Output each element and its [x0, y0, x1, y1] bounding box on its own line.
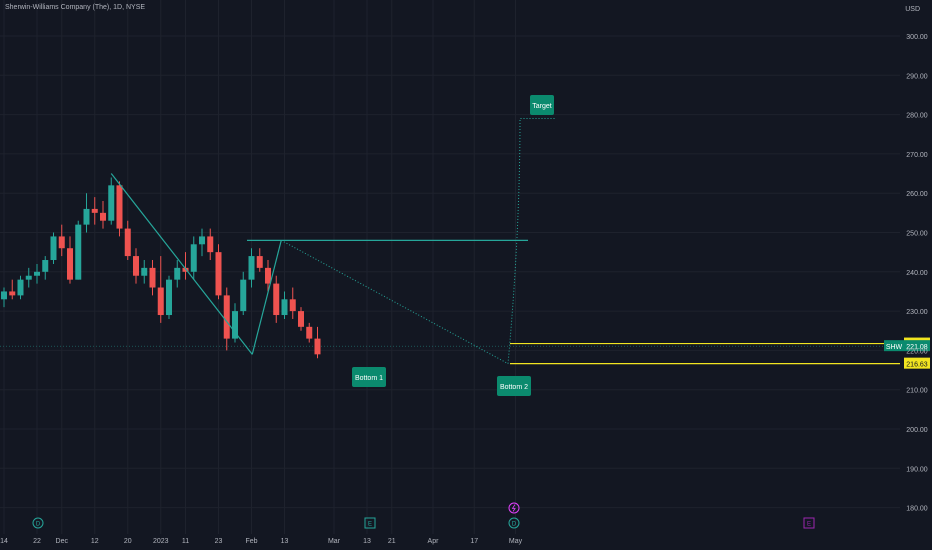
y-tick-label: 250.00 [906, 231, 928, 238]
candle-body[interactable] [1, 291, 7, 300]
candle-body[interactable] [100, 212, 106, 221]
candle-body[interactable] [289, 299, 296, 312]
y-tick-label: 300.00 [906, 34, 928, 41]
x-tick-label: Dec [56, 538, 69, 545]
x-tick-label: 11 [182, 538, 189, 545]
symbol-box [884, 340, 904, 352]
candle-body[interactable] [91, 208, 98, 213]
candle-body[interactable] [223, 295, 230, 339]
event-marker[interactable] [32, 517, 44, 529]
candle-body[interactable] [248, 256, 255, 280]
symbol-label: SHW [886, 344, 903, 351]
annotation-label: Bottom 1 [355, 375, 383, 382]
candle-body[interactable] [108, 185, 115, 221]
pattern-down-line [110, 173, 253, 355]
candle-body[interactable] [273, 283, 280, 316]
candle-body[interactable] [83, 208, 90, 225]
candle-body[interactable] [67, 248, 73, 280]
y-tick-label: 200.00 [906, 427, 928, 434]
x-tick-label: 21 [388, 538, 396, 545]
candle-body[interactable] [50, 236, 57, 261]
y-tick-label: 270.00 [906, 152, 928, 159]
candle-body[interactable] [240, 279, 247, 312]
y-tick-label: 230.00 [906, 309, 928, 316]
x-tick-label: 22 [33, 538, 41, 545]
y-tick-label: 180.00 [906, 506, 928, 513]
candle-body[interactable] [17, 279, 24, 296]
event-marker[interactable] [803, 517, 815, 529]
event-marker-label: D [36, 522, 41, 528]
split-marker[interactable] [508, 502, 520, 514]
x-tick-label: Apr [428, 538, 440, 545]
y-tick-label: 220.00 [906, 348, 928, 355]
event-marker-label: E [807, 522, 811, 528]
candle-body[interactable] [232, 311, 238, 339]
y-tick-label: 260.00 [906, 191, 928, 198]
candle-body[interactable] [9, 291, 16, 296]
chart-title: Sherwin-Williams Company (The), 1D, NYSE [5, 4, 146, 11]
annotation-label: Bottom 2 [500, 384, 528, 391]
candle-body[interactable] [124, 228, 131, 257]
x-tick-label: 13 [363, 538, 371, 545]
x-tick-label: 23 [215, 538, 223, 545]
candle-body[interactable] [207, 236, 214, 253]
candle-body[interactable] [314, 338, 321, 355]
x-tick-label: Feb [245, 538, 257, 545]
event-marker[interactable] [508, 517, 520, 529]
candle-body[interactable] [141, 267, 148, 276]
candle-body[interactable] [190, 244, 197, 272]
x-tick-label: 17 [470, 538, 478, 545]
level-label: 216.63 [906, 362, 928, 369]
candle-body[interactable] [133, 256, 139, 276]
pattern-up-line [251, 240, 282, 355]
y-tick-label: 290.00 [906, 73, 928, 80]
event-marker[interactable] [364, 517, 376, 529]
candle-body[interactable] [58, 236, 65, 249]
candle-body[interactable] [25, 275, 32, 280]
current-price-label: 221.08 [906, 344, 928, 351]
currency-label: USD [905, 6, 920, 13]
x-tick-label: May [509, 538, 523, 545]
level-label-box [904, 357, 930, 369]
x-tick-label: 14 [0, 538, 8, 545]
candle-body[interactable] [166, 279, 172, 316]
candle-body[interactable] [281, 299, 288, 316]
candle-body[interactable] [42, 260, 49, 272]
x-tick-label: 2023 [153, 538, 169, 545]
annotation-label: Target [532, 103, 552, 110]
y-tick-label: 210.00 [906, 388, 928, 395]
y-tick-label: 190.00 [906, 466, 928, 473]
lightning-icon [511, 504, 516, 512]
candle-body[interactable] [182, 267, 189, 272]
current-price-box [904, 340, 930, 352]
candle-body[interactable] [34, 271, 40, 276]
x-tick-label: 12 [91, 538, 99, 545]
y-tick-label: 240.00 [906, 270, 928, 277]
pattern-dotted-down [281, 239, 509, 365]
y-tick-label: 280.00 [906, 113, 928, 120]
candle-body[interactable] [149, 267, 156, 288]
event-marker-label: E [368, 522, 372, 528]
candle-body[interactable] [157, 287, 164, 316]
candle-body[interactable] [75, 224, 82, 280]
candle-body[interactable] [174, 267, 181, 280]
event-marker-label: D [512, 522, 517, 528]
x-tick-label: Mar [328, 538, 341, 545]
candle-body[interactable] [298, 311, 304, 327]
candle-body[interactable] [306, 326, 313, 339]
candle-body[interactable] [215, 252, 222, 296]
candle-body[interactable] [256, 256, 263, 268]
x-tick-label: 13 [281, 538, 289, 545]
candle-body[interactable] [265, 267, 271, 284]
x-tick-label: 20 [124, 538, 132, 545]
annotation-callout [530, 95, 554, 115]
candle-body[interactable] [199, 236, 205, 245]
annotation-callout [352, 367, 386, 387]
annotation-callout [497, 376, 531, 396]
projection-dotted [507, 118, 556, 364]
candle-body[interactable] [116, 185, 123, 229]
